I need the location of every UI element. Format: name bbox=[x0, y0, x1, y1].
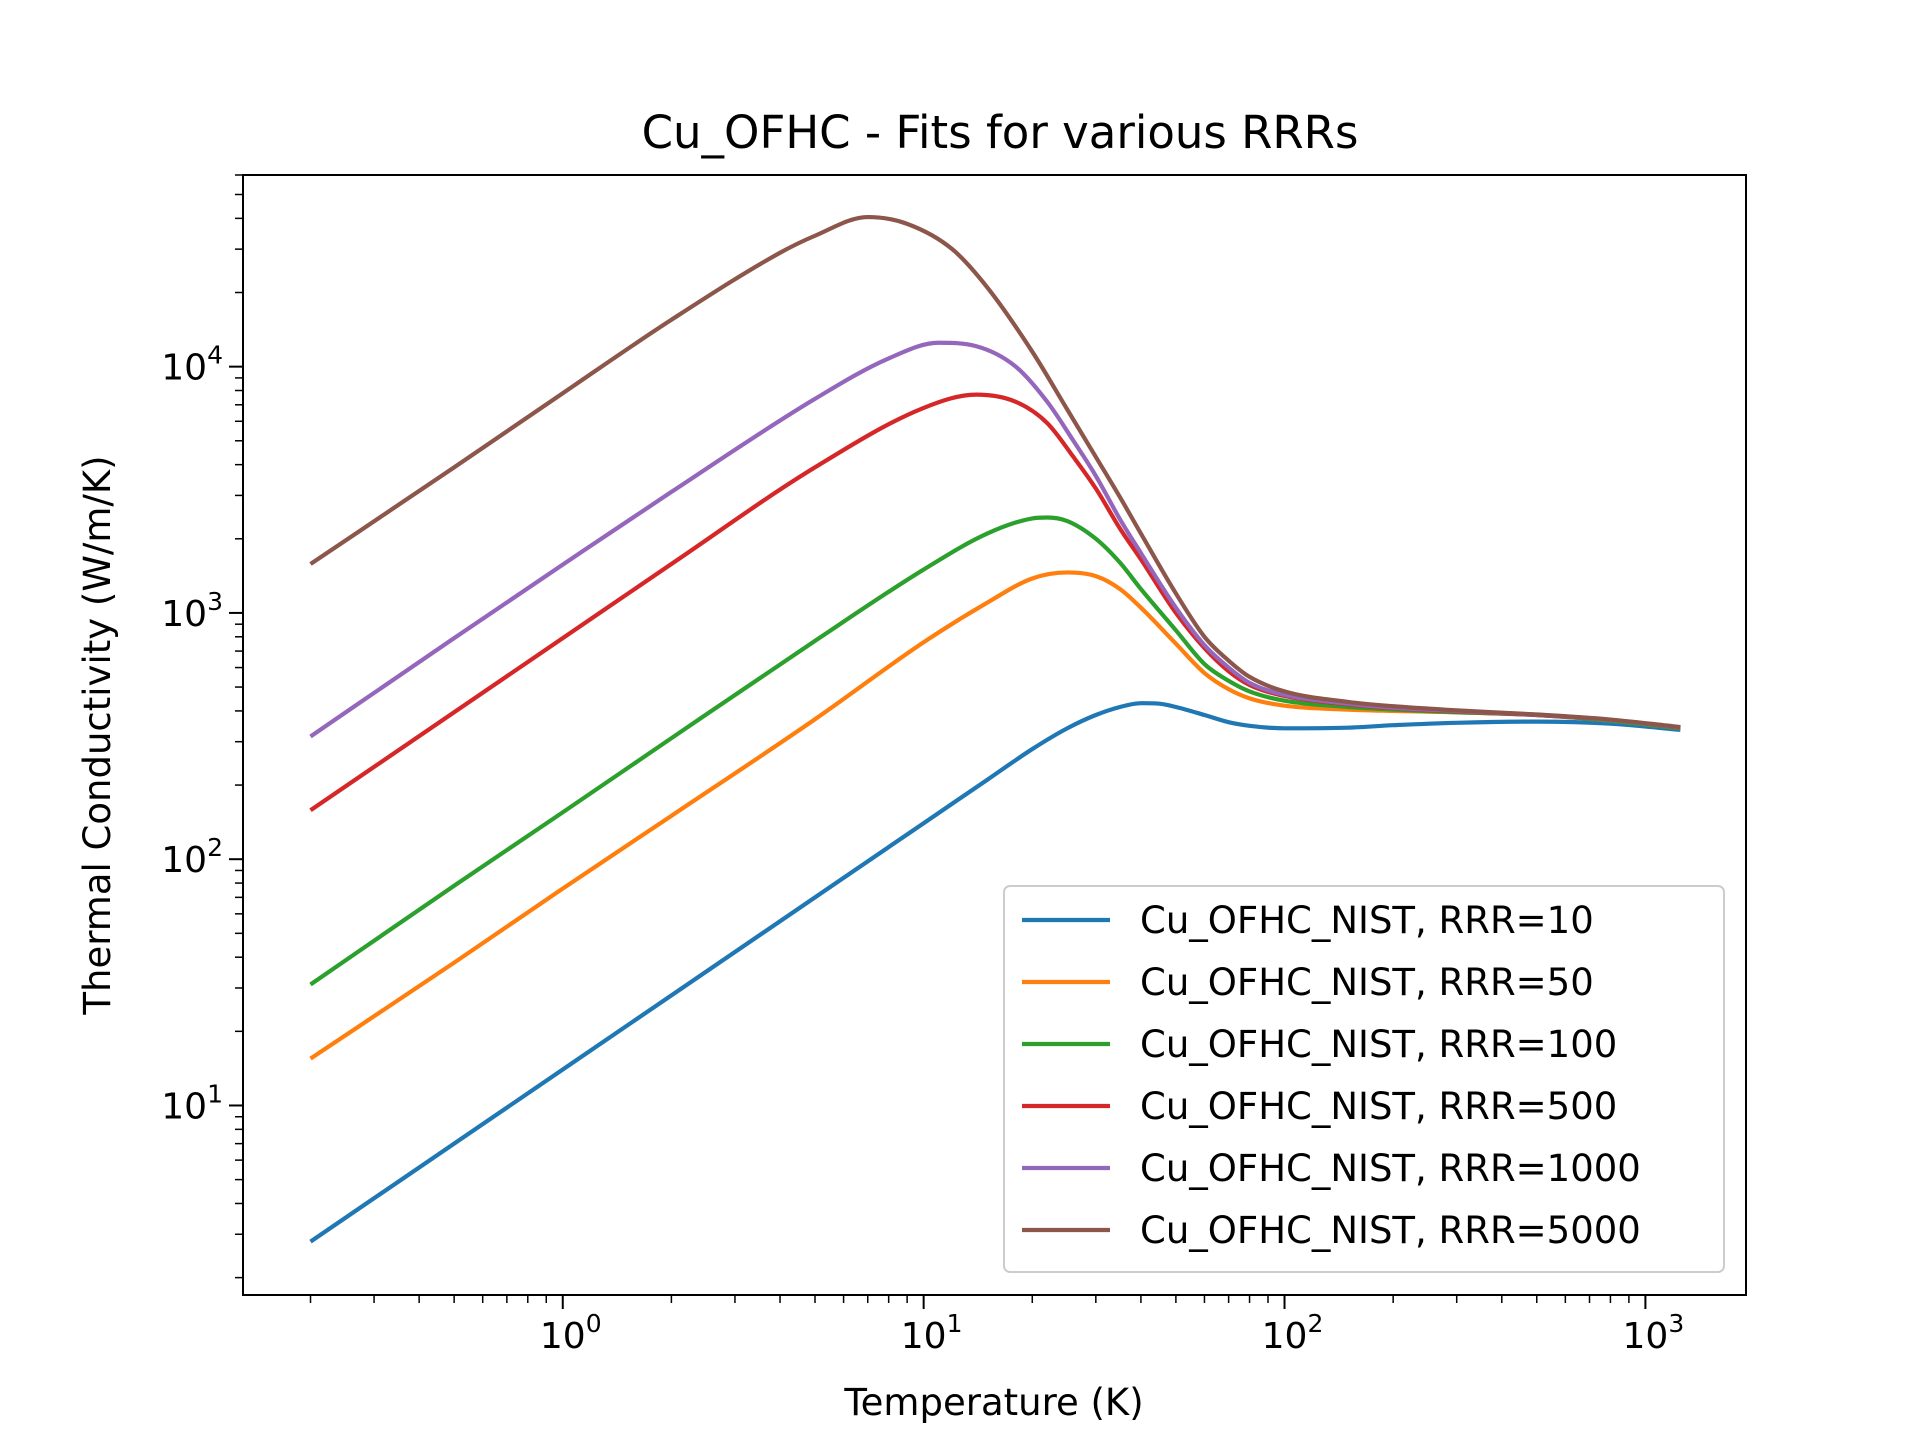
chart-title: Cu_OFHC - Fits for various RRRs bbox=[642, 106, 1359, 159]
plot-area bbox=[242, 174, 1747, 1296]
plot-frame bbox=[242, 174, 1747, 1296]
legend-label-4: Cu_OFHC_NIST, RRR=500 bbox=[1140, 1085, 1617, 1128]
y-tick-label: 102 bbox=[161, 833, 223, 881]
series-line-1 bbox=[309, 701, 1681, 1244]
y-axis: 101 102 103 104 bbox=[161, 174, 243, 1279]
legend-label-1: Cu_OFHC_NIST, RRR=10 bbox=[1140, 899, 1594, 942]
x-tick-label: 101 bbox=[901, 1309, 963, 1357]
x-tick-label: 102 bbox=[1262, 1309, 1324, 1357]
legend-label-6: Cu_OFHC_NIST, RRR=5000 bbox=[1140, 1209, 1641, 1252]
legend-label-2: Cu_OFHC_NIST, RRR=50 bbox=[1140, 961, 1594, 1004]
series-layer bbox=[309, 214, 1681, 1244]
x-tick-label: 103 bbox=[1623, 1309, 1685, 1357]
legend-label-5: Cu_OFHC_NIST, RRR=1000 bbox=[1140, 1147, 1641, 1190]
legend: Cu_OFHC_NIST, RRR=10 Cu_OFHC_NIST, RRR=50… bbox=[1003, 885, 1725, 1273]
y-tick-label: 103 bbox=[161, 587, 223, 635]
series-line-6 bbox=[309, 214, 1681, 730]
legend-entries: Cu_OFHC_NIST, RRR=10 Cu_OFHC_NIST, RRR=50… bbox=[1022, 899, 1641, 1252]
y-tick-label: 104 bbox=[161, 341, 223, 389]
y-axis-label: Thermal Conductivity (W/m/K) bbox=[76, 455, 119, 1015]
x-axis: 100 101 102 103 bbox=[309, 1295, 1685, 1357]
x-tick-label: 100 bbox=[540, 1309, 602, 1357]
legend-label-3: Cu_OFHC_NIST, RRR=100 bbox=[1140, 1023, 1617, 1066]
legend-box bbox=[1003, 885, 1725, 1273]
x-axis-label: Temperature (K) bbox=[843, 1381, 1143, 1424]
y-tick-label: 101 bbox=[161, 1079, 223, 1127]
